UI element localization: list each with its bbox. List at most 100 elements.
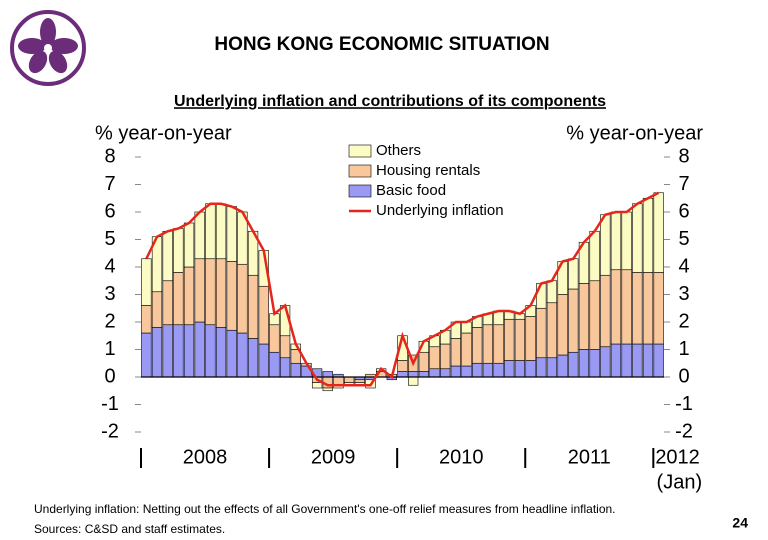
bar-segment [514,360,526,378]
y-tick-label: -1 [101,393,119,415]
bar-segment [354,379,365,383]
bar-segment [162,324,173,378]
bar-segment [215,203,227,260]
bar-segment [525,360,536,378]
bar-segment [205,258,216,326]
bar-segment [450,365,462,378]
bar-segment [482,362,494,378]
y2-tick-label: 2 [678,310,689,332]
bar-segment [546,302,558,359]
bar-segment [536,357,547,378]
bar-segment [194,321,205,378]
bar-segment [322,371,333,378]
bar-segment [173,272,184,326]
bar-segment [632,203,643,273]
bar-segment [578,349,590,378]
bar-segment [557,354,568,378]
bar-segment [536,283,547,309]
bar-segment [151,291,163,328]
bar-segment [141,305,152,334]
x-note: (Jan) [657,471,703,493]
bar-segment [258,285,269,345]
bar-segment [578,283,590,350]
bar-segment [429,346,440,370]
y2-tick-label: 4 [678,255,689,277]
bar-segment [397,371,408,378]
bar-segment [589,280,600,350]
bar-segment [194,211,205,260]
legend-swatch [348,144,372,158]
bar-segment [461,321,472,334]
bar-segment [408,376,419,386]
bar-segment [215,258,227,328]
bar-segment [568,288,579,353]
bar-segment [141,258,152,306]
bar-segment [247,338,259,378]
bar-segment [600,274,611,348]
bar-segment [408,371,419,378]
y-tick-label: 1 [104,338,115,360]
y-tick-label: 4 [104,255,115,277]
x-tick-label: 2008 [183,446,228,468]
bar-segment [269,313,280,326]
bar-segment [461,332,472,367]
bar-segment [472,327,483,364]
y-tick-label: 6 [104,200,115,222]
legend-label: Basic food [376,182,446,199]
y2-tick-label: 3 [678,283,689,305]
bar-segment [589,230,600,282]
bar-segment [568,258,579,290]
bar-segment [482,324,494,364]
y-axis-label: % year-on-year [95,122,232,144]
bar-segment [600,346,611,378]
bar-segment [279,357,291,378]
footnote: Underlying inflation: Netting out the ef… [34,502,616,516]
bar-segment [621,343,632,378]
chart-title: Underlying inflation and contributions o… [174,93,606,110]
bar-segment [141,332,152,378]
bar-segment [162,280,173,326]
bar-segment [461,365,472,378]
bar-segment [632,343,643,378]
y2-tick-label: 1 [678,338,689,360]
bar-segment [183,324,195,378]
slide-title: HONG KONG ECONOMIC SITUATION [214,34,549,55]
bar-segment [653,343,664,378]
bar-segment [589,349,600,378]
legend-swatch [348,184,372,198]
bar-segment [557,294,568,356]
y-tick-label: -2 [101,420,119,442]
bar-segment [162,230,173,282]
bar-segment [429,368,440,378]
bar-segment [653,192,664,273]
y-tick-label: 3 [104,283,115,305]
bar-segment [151,327,163,378]
bar-segment [183,266,195,326]
bar-segment [568,351,579,378]
bar-segment [642,343,654,378]
bar-segment [173,324,184,378]
y2-axis-label: % year-on-year [566,122,703,144]
bar-segment [247,274,259,339]
bar-segment [173,228,184,273]
bar-segment [440,368,451,378]
bar-segment [642,272,654,345]
y2-tick-label: 8 [678,145,689,167]
y-tick-label: 0 [104,365,115,387]
bar-segment [269,351,280,378]
y-tick-label: 2 [104,310,115,332]
bar-segment [194,258,205,323]
x-tick-label: 2009 [311,446,356,468]
legend-label: Underlying inflation [376,202,504,219]
bar-segment [215,327,227,378]
bar-segment [183,222,195,268]
legend-label: Housing rentals [376,162,480,179]
bar-segment [205,324,216,378]
bar-segment [258,343,269,378]
y-tick-label: 8 [104,145,115,167]
bar-segment [237,332,248,378]
y2-tick-label: 5 [678,228,689,250]
bar-segment [279,335,291,359]
bar-segment [269,324,280,353]
